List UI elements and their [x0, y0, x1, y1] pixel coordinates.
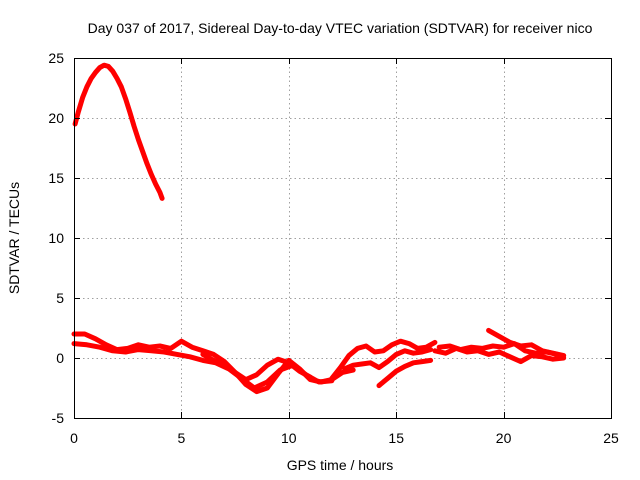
x-tick-label: 15	[388, 430, 404, 446]
y-tick-label: 0	[56, 350, 64, 366]
y-tick-label: 15	[48, 170, 64, 186]
series-line-arc-6	[342, 347, 434, 372]
series-layer	[71, 62, 567, 395]
chart-title: Day 037 of 2017, Sidereal Day-to-day VTE…	[88, 20, 593, 36]
y-tick-label: 5	[56, 290, 64, 306]
y-tick-label: 20	[48, 110, 64, 126]
x-tick-label: 10	[281, 430, 297, 446]
x-tick-label: 20	[496, 430, 512, 446]
grid-layer	[74, 58, 611, 418]
series-line-arc-1	[72, 62, 165, 201]
tick-layer	[74, 58, 612, 419]
series-line-arc-7	[376, 357, 434, 389]
x-tick-label: 5	[178, 430, 186, 446]
series-line-arc-3	[71, 341, 335, 391]
tick-label-layer: 0 5 10 15 20 25 -5 0 5 10 15 20 25	[48, 50, 619, 446]
x-tick-label: 0	[70, 430, 78, 446]
series-line-arc-5	[329, 338, 438, 381]
y-tick-label: -5	[52, 410, 65, 426]
x-axis-label: GPS time / hours	[287, 457, 394, 473]
y-axis-label: SDTVAR / TECUs	[6, 182, 22, 294]
y-tick-label: 10	[48, 230, 64, 246]
series-line-arc-10	[436, 341, 560, 357]
x-tick-label: 25	[603, 430, 619, 446]
series-line-arc-4	[200, 351, 313, 383]
y-tick-label: 25	[48, 50, 64, 66]
